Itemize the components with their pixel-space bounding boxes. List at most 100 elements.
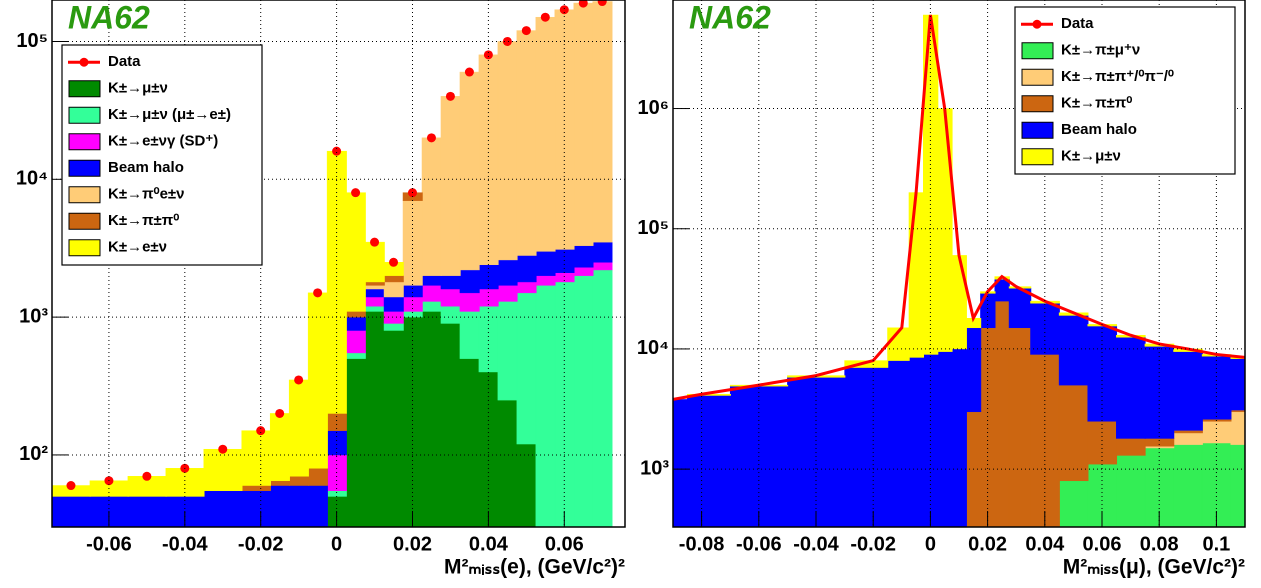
plot-frame [672, 0, 1246, 528]
histogram-bin [421, 311, 442, 527]
x-tick-label: -0.06 [736, 533, 782, 555]
histogram-bin [241, 485, 271, 491]
histogram-bin [497, 259, 518, 286]
x-tick-label: 0.06 [545, 533, 584, 555]
histogram-bin [288, 476, 309, 486]
data-point [521, 26, 531, 36]
legend-swatch [68, 80, 101, 98]
legend-label: K±→π±π⁰ [108, 212, 179, 229]
histogram-bin [1116, 337, 1146, 439]
x-axis-label: M²ₘᵢₛₛ(e), (GeV/c²)² [444, 556, 625, 579]
histogram-bin [383, 330, 404, 527]
histogram-bin [1230, 444, 1245, 527]
histogram-bin [345, 311, 366, 318]
histogram-bin [241, 490, 271, 527]
x-tick-label: 0 [925, 533, 936, 555]
histogram-bin [364, 281, 385, 286]
histogram-bin [440, 96, 461, 276]
data-point [351, 188, 361, 198]
y-tick-label: 10² [19, 443, 48, 465]
data-point [426, 133, 436, 143]
histogram-bin [535, 285, 556, 527]
histogram-bin [573, 275, 594, 527]
histogram-bin [844, 367, 889, 527]
histogram-bin [1058, 480, 1089, 527]
histogram-bin [459, 358, 480, 527]
legend-marker [1032, 19, 1042, 29]
x-tick-label: 0 [331, 533, 342, 555]
y-tick-label: 10⁴ [637, 337, 669, 359]
data-point [502, 36, 512, 46]
legend-label: K±→π±π⁺/⁰π⁻/⁰ [1061, 68, 1174, 85]
histogram-bin [383, 296, 404, 312]
histogram-bin [345, 358, 366, 527]
legend-swatch [68, 212, 101, 230]
legend-swatch [68, 106, 101, 124]
y-tick-label: 10⁴ [16, 168, 48, 190]
histogram-bin [592, 262, 613, 271]
histogram-bin [1058, 384, 1089, 482]
histogram-bin [687, 395, 731, 527]
histogram-bin [307, 485, 328, 527]
histogram-bin [1058, 315, 1089, 386]
x-tick-label: 0.1 [1202, 533, 1230, 555]
histogram-bin [364, 285, 385, 290]
y-tick-label: 10⁵ [16, 30, 48, 52]
histogram-bin [994, 300, 1010, 527]
data-point [66, 481, 76, 491]
histogram-bin [908, 357, 925, 527]
data-point [483, 50, 493, 60]
legend-swatch [68, 159, 101, 177]
histogram-bin [440, 305, 461, 324]
x-tick-label: 0.02 [968, 533, 1007, 555]
histogram-bin [288, 485, 309, 527]
histogram-bin [1087, 421, 1118, 465]
histogram-bin [288, 379, 309, 477]
legend-box [1014, 6, 1236, 175]
data-point [275, 408, 285, 418]
histogram-bin [478, 371, 499, 527]
histogram-bin [345, 192, 366, 312]
histogram-bin [421, 275, 442, 286]
histogram-bin [516, 281, 537, 294]
data-point [142, 471, 152, 481]
histogram-bin [951, 348, 967, 527]
histogram-bin [573, 2, 594, 246]
histogram-bin [516, 30, 537, 256]
data-point [389, 257, 399, 267]
histogram-bin [440, 288, 461, 307]
data-point [559, 5, 569, 15]
legend-swatch [1021, 42, 1054, 60]
x-tick-label: 0.04 [469, 533, 509, 555]
legend-label: K±→μ±ν [1061, 148, 1121, 165]
histogram-bin [844, 360, 889, 368]
histogram-bin [269, 485, 290, 527]
legend-swatch [1021, 148, 1054, 166]
histogram-bin [573, 245, 594, 268]
data-point [464, 67, 474, 77]
data-point [218, 444, 228, 454]
histogram-bin [516, 292, 537, 445]
histogram-bin [573, 267, 594, 276]
legend-label: K±→e±ν [108, 239, 167, 256]
data-point [540, 12, 550, 22]
histogram-bin [203, 448, 243, 491]
histogram-bin [383, 281, 404, 298]
legend-label: K±→e±νγ (SD⁺) [108, 133, 218, 150]
histogram-bin [364, 241, 385, 283]
histogram-bin [887, 360, 910, 527]
histogram-bin [535, 275, 556, 286]
histogram-bin [421, 285, 442, 302]
histogram-bin [535, 16, 556, 252]
histogram-bin [478, 54, 499, 265]
histogram-bin [1173, 430, 1203, 434]
histogram-bin [1230, 358, 1245, 411]
y-tick-label: 10⁶ [638, 97, 669, 119]
histogram-bin [307, 468, 328, 486]
histogram-bin [497, 285, 518, 302]
plot-area [52, 0, 613, 527]
x-tick-label: 0.08 [1140, 533, 1179, 555]
x-tick-label: 0.04 [1025, 533, 1065, 555]
histogram-bin [459, 311, 480, 359]
histogram-bin [241, 430, 271, 486]
